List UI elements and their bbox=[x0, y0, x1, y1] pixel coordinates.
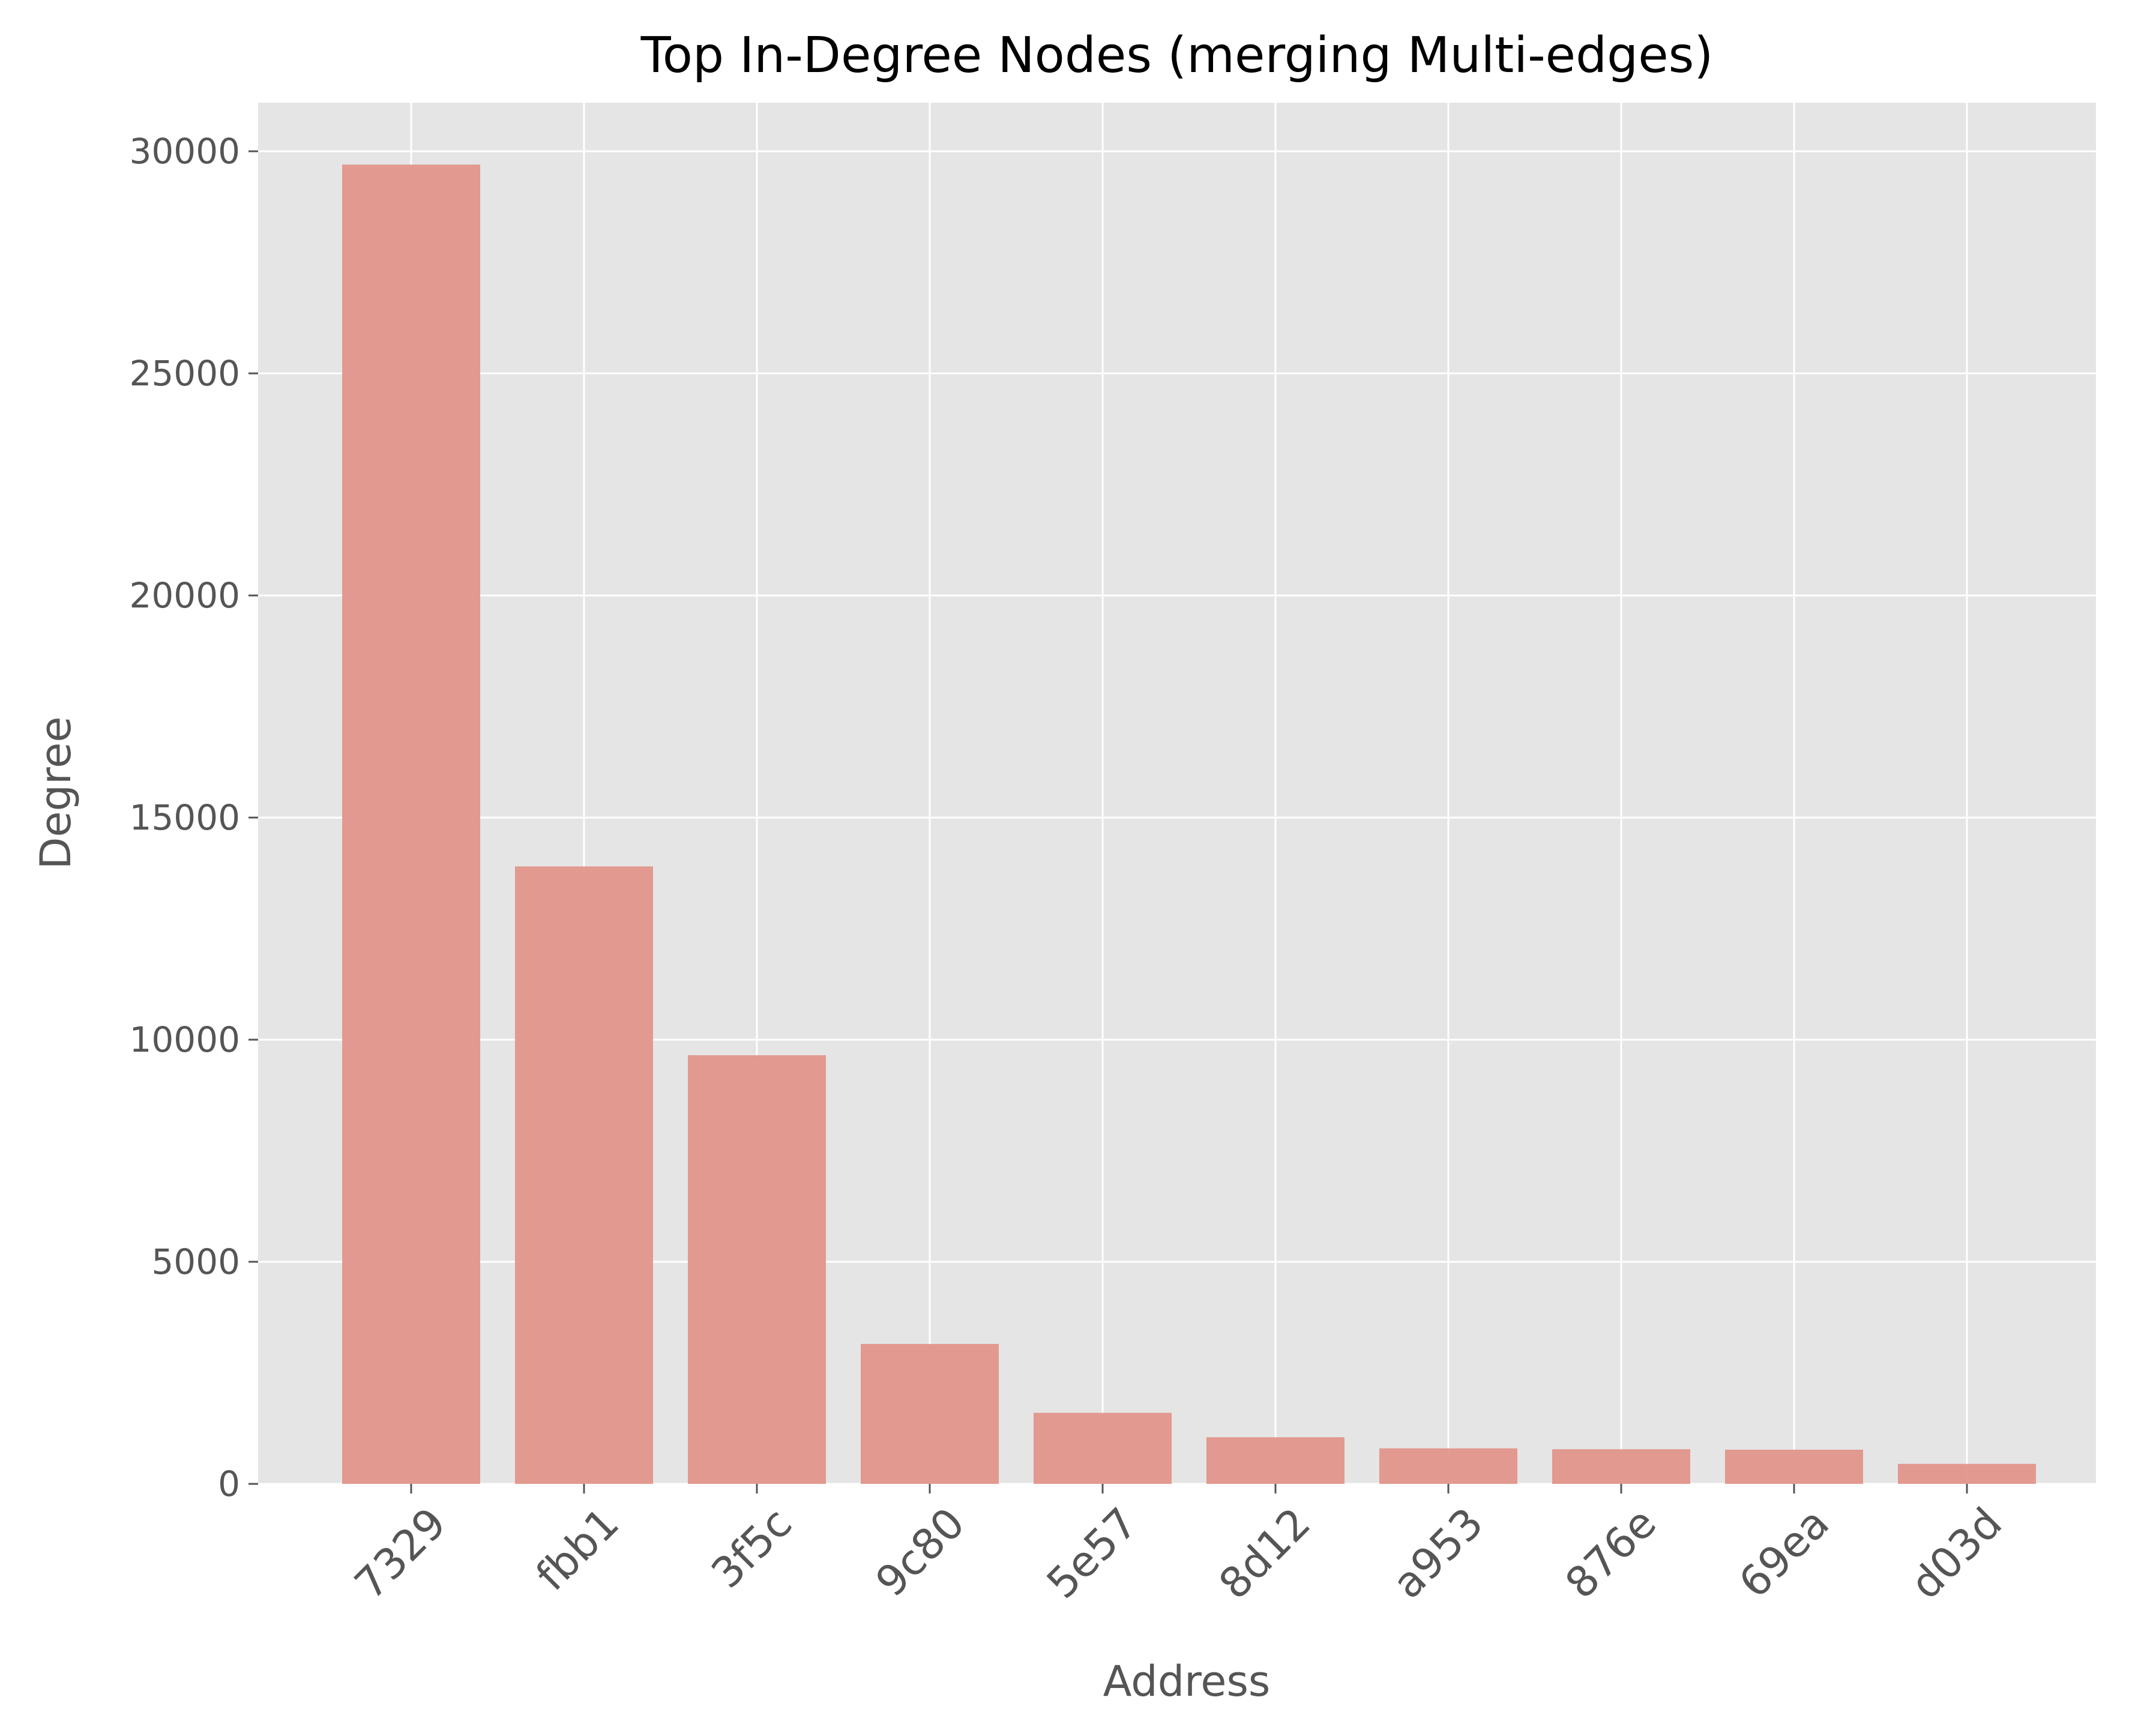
bar-9c80 bbox=[861, 1343, 999, 1484]
chart-title: Top In-Degree Nodes (merging Multi-edges… bbox=[640, 27, 1714, 84]
x-tick-label: 69ea bbox=[1729, 1498, 1838, 1608]
x-tick-label: d03d bbox=[1901, 1498, 2011, 1609]
y-tick-label: 25000 bbox=[129, 353, 240, 394]
y-axis-label: Degree bbox=[31, 717, 80, 870]
y-tick-label: 30000 bbox=[129, 131, 240, 172]
bar-fbb1 bbox=[515, 866, 653, 1484]
bar-a953 bbox=[1379, 1448, 1517, 1484]
x-tick-label: a953 bbox=[1383, 1498, 1493, 1608]
y-tick-label: 0 bbox=[218, 1463, 240, 1504]
x-tick-label: 8d12 bbox=[1209, 1498, 1320, 1609]
bar-69ea bbox=[1725, 1450, 1863, 1484]
bar-7329 bbox=[342, 164, 480, 1484]
bar-876e bbox=[1552, 1449, 1690, 1484]
y-axis-ticks: 0 5000 10000 15000 20000 25000 30000 bbox=[129, 131, 258, 1504]
x-tick-label: 876e bbox=[1556, 1498, 1666, 1608]
bar-d03d bbox=[1898, 1463, 2036, 1484]
bar-5e57 bbox=[1034, 1412, 1172, 1484]
bar-3f5c bbox=[688, 1055, 826, 1484]
x-tick-label: 5e57 bbox=[1037, 1498, 1147, 1608]
bars bbox=[342, 164, 2036, 1484]
y-tick-label: 5000 bbox=[151, 1241, 240, 1282]
x-axis-label: Address bbox=[1103, 1657, 1271, 1706]
bar-8d12 bbox=[1206, 1437, 1345, 1484]
y-tick-label: 20000 bbox=[129, 575, 240, 616]
x-axis-ticks: 7329 fbb1 3f5c 9c80 5e57 8d12 a953 876e 69ea d03d bbox=[345, 1484, 2011, 1609]
x-tick-label: 3f5c bbox=[702, 1498, 801, 1598]
x-tick-label: 9c80 bbox=[866, 1498, 974, 1606]
y-tick-label: 10000 bbox=[129, 1019, 240, 1060]
x-tick-label: 7329 bbox=[345, 1498, 456, 1609]
x-tick-label: fbb1 bbox=[526, 1498, 628, 1600]
y-tick-label: 15000 bbox=[129, 797, 240, 838]
